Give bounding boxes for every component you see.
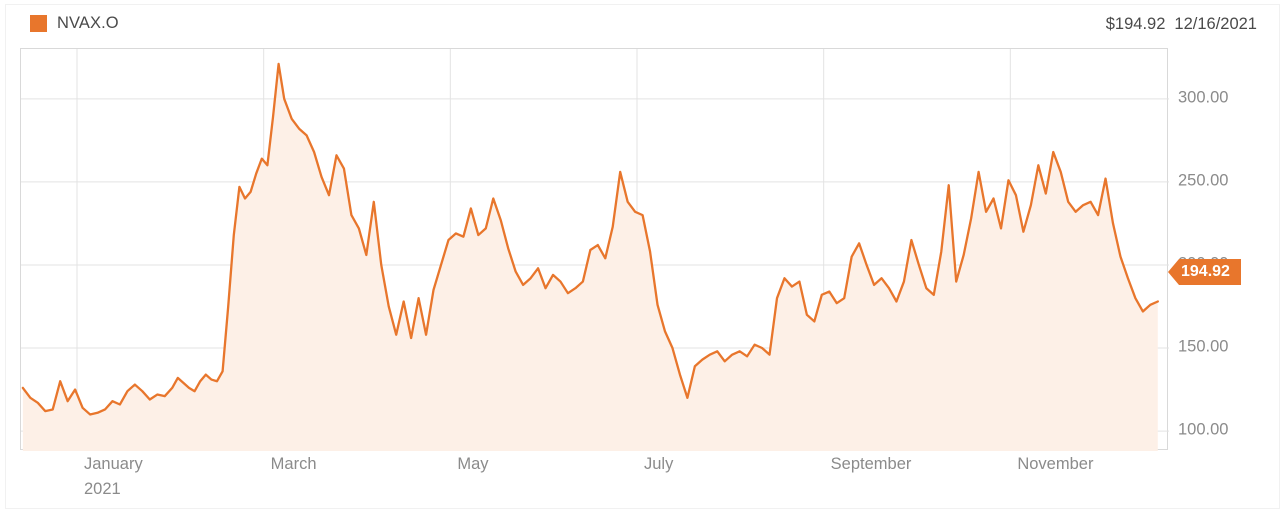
y-axis-tick-label: 100.00 bbox=[1178, 420, 1229, 439]
x-axis-tick-label: September bbox=[830, 455, 912, 473]
quote-date: 12/16/2021 bbox=[1174, 15, 1257, 33]
price-marker-arrow-icon bbox=[1168, 259, 1179, 286]
x-axis-tick-label: November bbox=[1017, 455, 1094, 473]
price-marker-label: 194.92 bbox=[1179, 259, 1241, 286]
x-axis-tick-label: July bbox=[644, 455, 674, 473]
x-axis-year-label: 2021 bbox=[84, 480, 121, 498]
quote-summary: $194.92 12/16/2021 bbox=[1106, 15, 1257, 34]
current-price-marker[interactable]: 194.92 bbox=[1168, 259, 1241, 286]
legend-color-swatch-icon bbox=[30, 15, 47, 32]
price-chart-svg bbox=[21, 49, 1169, 451]
price-line bbox=[21, 62, 1159, 416]
y-axis-tick-label: 250.00 bbox=[1178, 171, 1229, 190]
x-axis-tick-label: March bbox=[270, 455, 317, 473]
quote-price: $194.92 bbox=[1105, 15, 1166, 33]
y-axis-tick-label: 150.00 bbox=[1178, 337, 1229, 356]
x-axis-tick-label: May bbox=[457, 455, 489, 473]
price-area-fill bbox=[22, 63, 1158, 451]
plot-area bbox=[20, 48, 1169, 451]
y-axis-tick-label: 300.00 bbox=[1178, 88, 1229, 107]
x-axis-tick-label: January 2021 bbox=[84, 455, 143, 498]
legend-ticker-label: NVAX.O bbox=[57, 14, 119, 32]
chart-header: NVAX.O $194.92 12/16/2021 bbox=[0, 0, 1285, 48]
legend: NVAX.O bbox=[30, 14, 119, 33]
